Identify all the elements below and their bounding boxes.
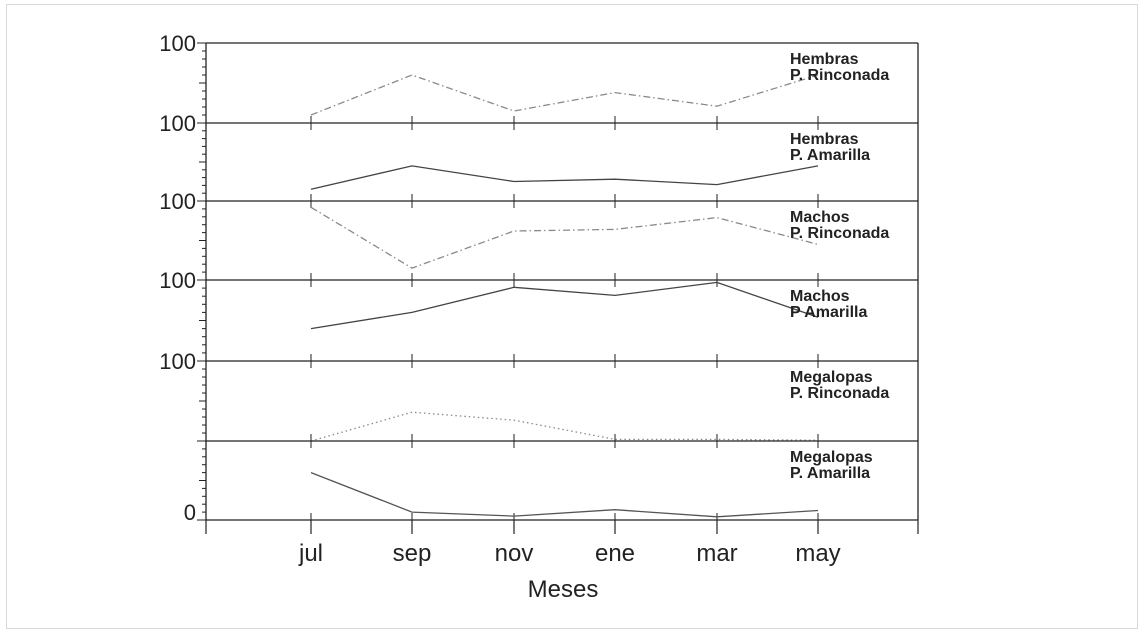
panel-label-line1: Hembras — [790, 51, 859, 68]
panel-label-line1: Megalopas — [790, 369, 873, 386]
x-axis-label: Meses — [528, 576, 599, 603]
series-line-2 — [310, 165, 819, 190]
x-tick-label: nov — [495, 540, 534, 567]
panel-label-line1: Megalopas — [790, 449, 873, 466]
series-line-4 — [310, 281, 819, 330]
y-tick-label-top: 100 — [159, 111, 196, 136]
panel-label-line1: Machos — [790, 288, 850, 305]
series-line-6 — [310, 471, 819, 518]
y-tick-label-top: 100 — [159, 189, 196, 214]
panel-label-line2: P. Rinconada — [790, 67, 889, 84]
panel-label-line2: P. Rinconada — [790, 225, 889, 242]
x-axis: jul sep nov ene mar may — [205, 519, 919, 567]
panel-label-line1: Hembras — [790, 131, 859, 148]
y-tick-label-top: 100 — [159, 268, 196, 293]
panel-label-line2: P Amarilla — [790, 304, 867, 321]
panel-label-line2: P. Amarilla — [790, 465, 870, 482]
x-tick-label: mar — [696, 540, 737, 567]
y-tick-label-bottom: 0 — [184, 500, 196, 525]
panel-label-line1: Machos — [790, 209, 850, 226]
y-tick-label-top: 100 — [159, 31, 196, 56]
series-line-3 — [310, 206, 819, 269]
panel-label-line2: P. Rinconada — [790, 385, 889, 402]
series-line-5 — [310, 411, 819, 442]
x-tick-label: jul — [298, 540, 323, 567]
x-tick-label: sep — [393, 540, 432, 567]
chart-frame: 100 Hembras P. Rinconada 100 Hembras P. Amari… — [6, 4, 1138, 629]
series-line-1 — [310, 74, 819, 116]
x-tick-label: ene — [595, 540, 635, 567]
y-tick-label-top: 100 — [159, 349, 196, 374]
panel-label-line2: P. Amarilla — [790, 147, 870, 164]
x-tick-label: may — [795, 540, 840, 567]
